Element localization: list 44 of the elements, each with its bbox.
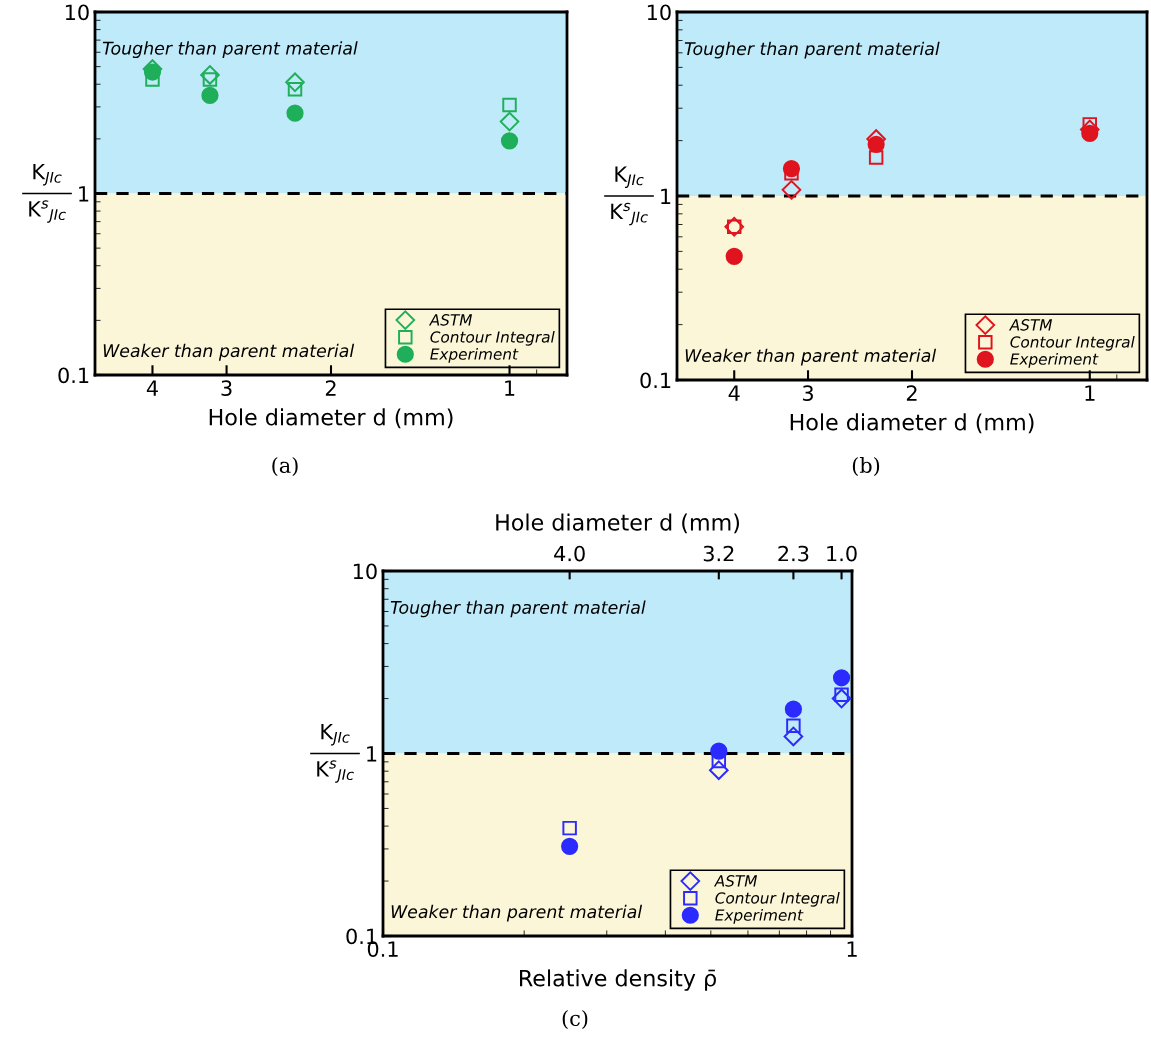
legend-label: Experiment — [430, 347, 519, 363]
band-label: Weaker than parent material — [685, 348, 937, 366]
y-axis-title: K$_{JIc}$ K$^{s}$$_{JIc}$ — [29, 164, 66, 223]
annotation: 3.2 — [703, 545, 734, 562]
y-tick-label: 10 — [353, 563, 377, 580]
text: (a) — [272, 456, 298, 476]
y-tick-label: 1 — [661, 188, 671, 204]
annotation: 4.0 — [554, 545, 585, 562]
y-axis-title: K$_{JIc}$ K$^{s}$$_{JIc}$ — [611, 166, 648, 226]
x-tick-label: 2 — [906, 385, 917, 401]
x-axis-title: Hole diameter d (mm) — [790, 413, 1034, 434]
band-label: Tougher than parent material — [390, 600, 646, 618]
annotation: 1.0 — [827, 545, 857, 562]
band-label: Weaker than parent material — [103, 343, 355, 361]
legend-label: Contour Integral — [1010, 335, 1135, 351]
x-axis-title: Hole diameter d (mm) — [209, 408, 453, 429]
x-tick-label: 3 — [221, 380, 232, 396]
legend-label: Contour Integral — [430, 330, 555, 346]
annotation: 2.3 — [778, 545, 809, 562]
y-tick-label: 0.1 — [58, 367, 89, 384]
x-tick-label: 4 — [728, 385, 740, 401]
y-tick-label: 10 — [647, 4, 671, 21]
text: (b) — [852, 456, 880, 476]
x2-axis-title: Hole diameter d (mm) — [496, 513, 739, 534]
y-tick-label: 1 — [367, 746, 377, 762]
band-label: Tougher than parent material — [102, 41, 358, 59]
legend-label: Contour Integral — [715, 891, 840, 907]
band-label: Weaker than parent material — [391, 904, 643, 922]
y-tick-label: 10 — [65, 4, 89, 21]
x-tick-label: 1 — [1085, 385, 1095, 401]
legend-label: ASTM — [428, 314, 473, 326]
x-tick-label: 4 — [146, 380, 158, 396]
x-axis-title: Relative density ρ̄ — [520, 969, 716, 991]
y-tick-label: 1 — [79, 186, 89, 202]
y-axis-title: K$_{JIc}$ K$^{s}$$_{JIc}$ — [317, 724, 354, 783]
legend-label: ASTM — [1008, 319, 1053, 331]
band-label: Tougher than parent material — [684, 41, 940, 59]
legend-label: Experiment — [715, 908, 804, 924]
x-tick-label: 3 — [802, 385, 813, 401]
x-tick-label: 2 — [325, 380, 336, 396]
text: (c) — [562, 1009, 588, 1029]
x-tick-label: 1 — [505, 380, 515, 396]
legend-label: ASTM — [713, 875, 758, 887]
legend-label: Experiment — [1010, 352, 1099, 368]
